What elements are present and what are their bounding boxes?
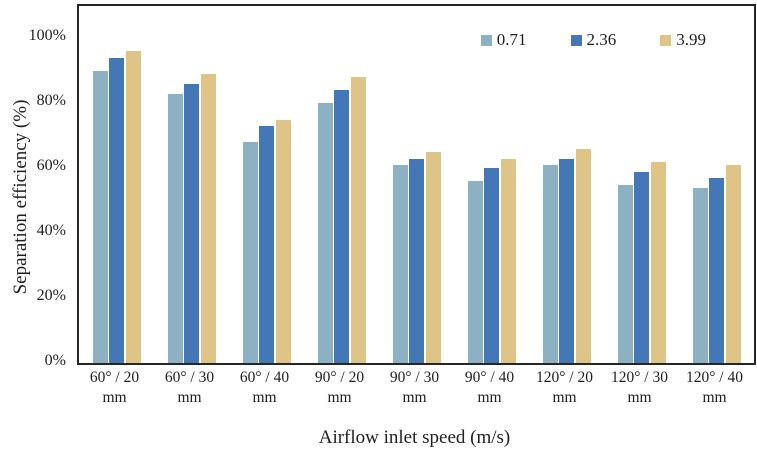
bar-0.71-9020 [317,103,333,363]
bar-2.36-12030 [634,171,649,363]
x-category-label: 60° / 20 mm [89,369,140,406]
bar-2.36-6020 [109,57,124,363]
y-tick-label: 0% [44,352,66,369]
bar-3.99-6030 [200,74,216,363]
legend: 0.71 2.36 3.99 [480,30,706,50]
y-tick-label: 20% [36,287,66,305]
legend-label: 0.71 [496,30,527,49]
bar-3.99-6020 [125,51,141,363]
x-category-label: 90° / 30 mm [389,369,440,406]
bar-0.71-6040 [242,142,258,363]
legend-swatch-icon [570,34,582,46]
x-category-label: 60° / 40 mm [239,369,290,406]
x-category-label: 90° / 40 mm [464,369,515,406]
legend-entry-0.71: 0.71 [480,30,527,50]
x-category-label: 120° / 40 mm [685,369,743,406]
x-category-label: 60° / 30 mm [164,369,215,406]
bar-2.36-9030 [409,158,424,363]
y-tick-label: 40% [36,222,66,240]
bar-3.99-12040 [725,165,741,363]
bar-2.36-6040 [259,126,274,363]
y-tick-label: 80% [36,92,66,110]
bar-2.36-12040 [709,178,724,363]
bar-2.36-9040 [484,168,499,363]
bar-0.71-12020 [542,165,558,363]
x-category-label: 90° / 20 mm [314,369,365,406]
legend-swatch-icon [660,34,672,46]
bar-3.99-12030 [650,161,666,363]
legend-label: 3.99 [676,30,706,49]
legend-swatch-icon [480,34,492,46]
x-category-label: 120° / 30 mm [610,369,668,406]
bar-0.71-6030 [167,93,183,363]
bar-3.99-9020 [350,77,366,363]
bar-3.99-12020 [575,148,591,363]
bar-3.99-9030 [425,152,441,363]
legend-label: 2.36 [586,30,617,49]
bar-0.71-9030 [392,165,408,363]
legend-entry-3.99: 3.99 [660,30,706,50]
bar-0.71-12040 [692,187,708,363]
bar-2.36-12020 [559,158,574,363]
legend-entry-2.36: 2.36 [570,30,617,50]
x-category-label: 120° / 20 mm [535,369,593,406]
bar-0.71-12030 [617,184,633,363]
bar-2.36-9020 [334,90,349,363]
y-axis-title: Separation efficiency (%) [10,99,31,295]
plot-area: 0.71 2.36 3.99 [77,4,756,365]
bar-0.71-9040 [467,181,483,363]
bar-3.99-6040 [275,119,291,363]
bar-3.99-9040 [500,158,516,363]
bar-2.36-6030 [184,83,199,363]
x-axis-title: Airflow inlet speed (m/s) [318,427,511,448]
bar-0.71-6020 [92,70,108,363]
y-tick-label: 60% [36,157,66,175]
y-tick-label: 100% [28,27,66,45]
